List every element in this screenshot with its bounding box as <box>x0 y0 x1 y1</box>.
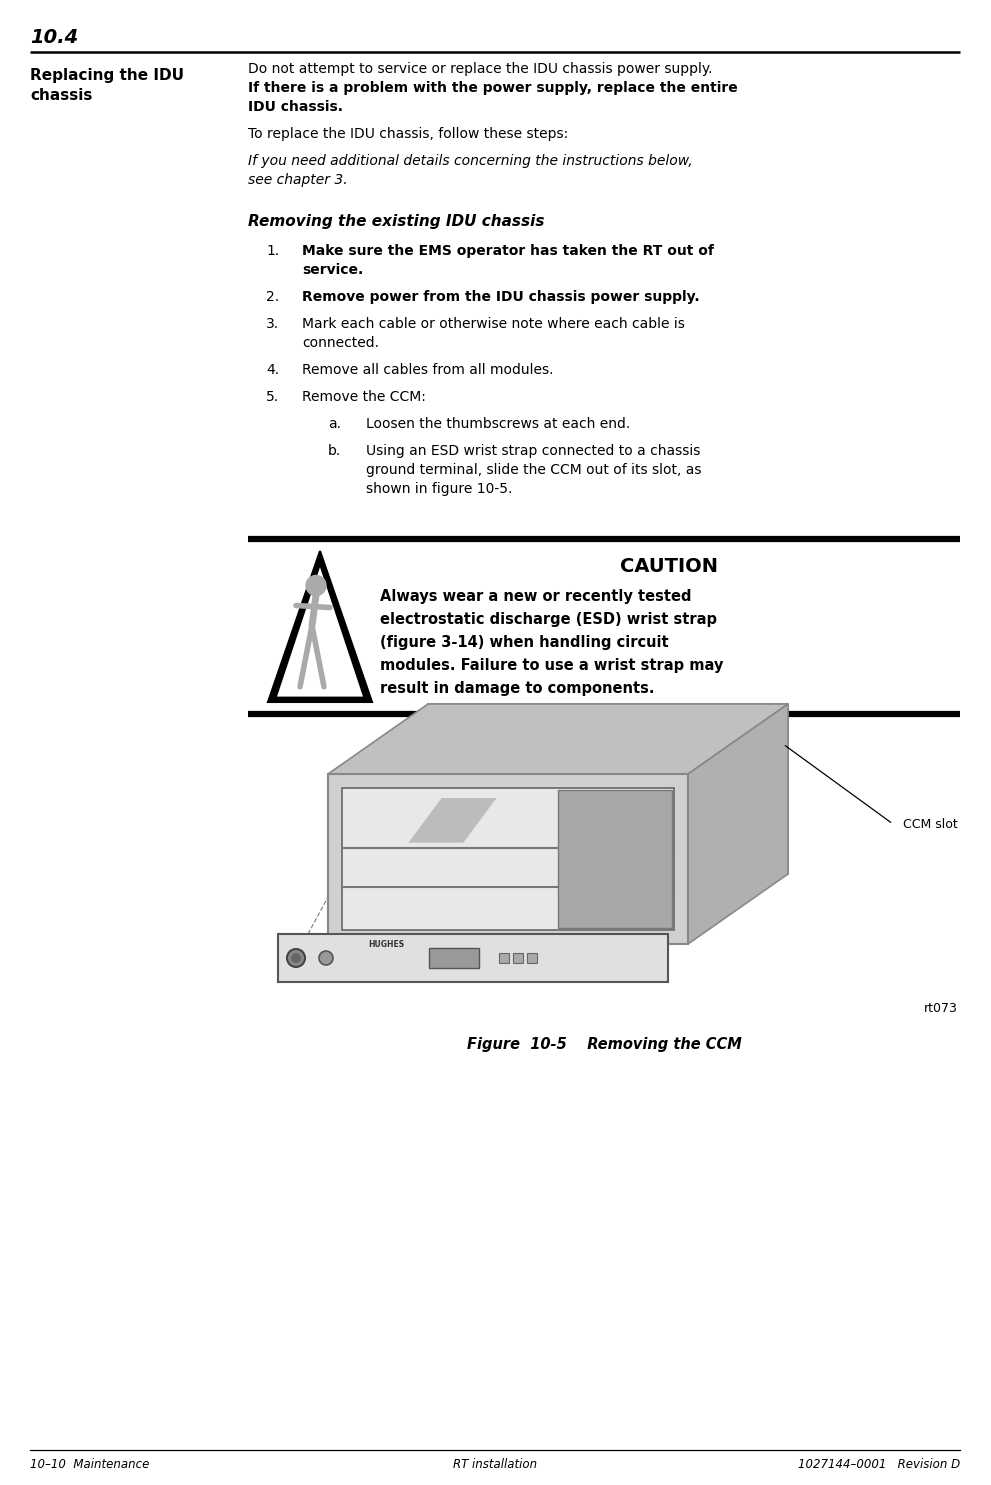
Text: 5.: 5. <box>266 391 279 404</box>
Circle shape <box>287 949 305 967</box>
Text: see chapter 3.: see chapter 3. <box>248 172 348 187</box>
Text: 2.: 2. <box>266 290 279 304</box>
Polygon shape <box>408 797 496 842</box>
Polygon shape <box>328 704 788 774</box>
Text: ground terminal, slide the CCM out of its slot, as: ground terminal, slide the CCM out of it… <box>366 463 702 477</box>
Circle shape <box>291 953 301 962</box>
Text: shown in figure 10-5.: shown in figure 10-5. <box>366 483 512 496</box>
Text: 10.4: 10.4 <box>30 28 78 48</box>
Text: Remove power from the IDU chassis power supply.: Remove power from the IDU chassis power … <box>302 290 700 304</box>
Text: If you need additional details concerning the instructions below,: If you need additional details concernin… <box>248 154 693 168</box>
Text: Figure  10-5    Removing the CCM: Figure 10-5 Removing the CCM <box>467 1037 741 1051</box>
Text: 1.: 1. <box>266 244 279 258</box>
Text: 3.: 3. <box>266 316 279 331</box>
Bar <box>498 953 508 962</box>
Text: Mark each cable or otherwise note where each cable is: Mark each cable or otherwise note where … <box>302 316 685 331</box>
Text: HUGHES: HUGHES <box>368 940 404 949</box>
Text: If there is a problem with the power supply, replace the entire: If there is a problem with the power sup… <box>248 82 737 95</box>
Text: RT installation: RT installation <box>453 1458 537 1472</box>
Text: Loosen the thumbscrews at each end.: Loosen the thumbscrews at each end. <box>366 417 630 431</box>
Text: electrostatic discharge (ESD) wrist strap: electrostatic discharge (ESD) wrist stra… <box>380 612 717 627</box>
Text: Removing the existing IDU chassis: Removing the existing IDU chassis <box>248 214 544 229</box>
Text: 4.: 4. <box>266 362 279 377</box>
Text: a.: a. <box>328 417 341 431</box>
Bar <box>512 953 522 962</box>
Text: 10–10  Maintenance: 10–10 Maintenance <box>30 1458 150 1472</box>
Polygon shape <box>277 567 363 696</box>
Text: modules. Failure to use a wrist strap may: modules. Failure to use a wrist strap ma… <box>380 658 723 673</box>
Text: Do not attempt to service or replace the IDU chassis power supply.: Do not attempt to service or replace the… <box>248 62 713 76</box>
Text: CAUTION: CAUTION <box>620 557 718 576</box>
Polygon shape <box>428 704 788 875</box>
Bar <box>526 953 536 962</box>
Bar <box>428 949 479 968</box>
Polygon shape <box>278 934 668 982</box>
Bar <box>558 790 672 928</box>
Polygon shape <box>268 551 372 702</box>
Text: Replacing the IDU
chassis: Replacing the IDU chassis <box>30 68 184 104</box>
Text: result in damage to components.: result in damage to components. <box>380 682 654 696</box>
Text: 1027144–0001   Revision D: 1027144–0001 Revision D <box>798 1458 960 1472</box>
Circle shape <box>319 950 333 965</box>
Polygon shape <box>688 704 788 944</box>
Text: connected.: connected. <box>302 336 379 350</box>
Text: Remove all cables from all modules.: Remove all cables from all modules. <box>302 362 554 377</box>
Polygon shape <box>328 774 688 944</box>
Text: b.: b. <box>328 444 341 457</box>
Text: (figure 3-14) when handling circuit: (figure 3-14) when handling circuit <box>380 636 669 650</box>
Text: Remove the CCM:: Remove the CCM: <box>302 391 426 404</box>
Text: Using an ESD wrist strap connected to a chassis: Using an ESD wrist strap connected to a … <box>366 444 701 457</box>
Text: IDU chassis.: IDU chassis. <box>248 99 343 114</box>
Circle shape <box>306 576 326 595</box>
Text: CCM slot: CCM slot <box>903 818 958 830</box>
Text: Always wear a new or recently tested: Always wear a new or recently tested <box>380 590 692 604</box>
Text: service.: service. <box>302 263 364 278</box>
Text: To replace the IDU chassis, follow these steps:: To replace the IDU chassis, follow these… <box>248 128 568 141</box>
Text: Make sure the EMS operator has taken the RT out of: Make sure the EMS operator has taken the… <box>302 244 714 258</box>
Polygon shape <box>342 789 674 930</box>
Text: rt073: rt073 <box>925 1002 958 1016</box>
